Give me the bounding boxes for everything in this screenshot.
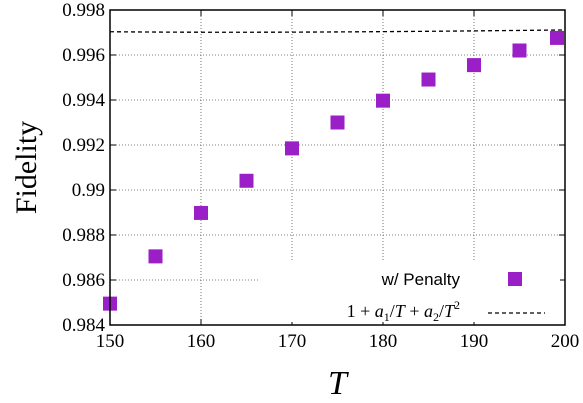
plot-frame [109, 9, 566, 326]
y-tick-label: 0.992 [62, 135, 105, 156]
y-tick-label: 0.984 [62, 315, 105, 336]
fit-curve-layer [109, 29, 566, 33]
x-axis-label: T [328, 365, 349, 402]
data-point [239, 173, 254, 188]
data-point [330, 115, 345, 130]
legend-marker-penalty [508, 272, 522, 286]
x-tick-label: 170 [278, 331, 307, 352]
x-tick-label: 160 [187, 331, 216, 352]
data-point [194, 205, 208, 220]
data-point [376, 93, 390, 108]
y-tick-label: 0.994 [62, 90, 105, 111]
legend: w/ Penalty 1 + a1/T + a2/T2 [260, 262, 560, 324]
data-point [148, 249, 163, 264]
data-point [285, 141, 299, 156]
y-tick-label: 0.986 [62, 270, 105, 291]
x-tick-label: 200 [551, 331, 580, 352]
legend-label-fit: 1 + a1/T + a2/T2 [347, 298, 460, 324]
grid-lines [110, 10, 565, 325]
y-tick-label: 0.988 [62, 225, 105, 246]
y-axis-label: Fidelity [10, 121, 43, 214]
y-tick-label: 0.99 [72, 180, 105, 201]
data-point [550, 30, 564, 45]
axis-ticks: 150 160 170 180 190 200 0.984 0.986 0.988 0.99 0.9… [62, 0, 579, 352]
y-tick-label: 0.998 [62, 0, 105, 21]
y-tick-label: 0.996 [62, 45, 105, 66]
legend-label-penalty: w/ Penalty [381, 270, 461, 289]
data-point [512, 43, 527, 58]
x-tick-label: 150 [96, 331, 125, 352]
fit-curve [109, 29, 566, 33]
x-tick-label: 190 [460, 331, 489, 352]
x-tick-label: 180 [369, 331, 398, 352]
data-point [467, 58, 481, 73]
data-point [421, 72, 436, 87]
data-points [103, 30, 564, 311]
